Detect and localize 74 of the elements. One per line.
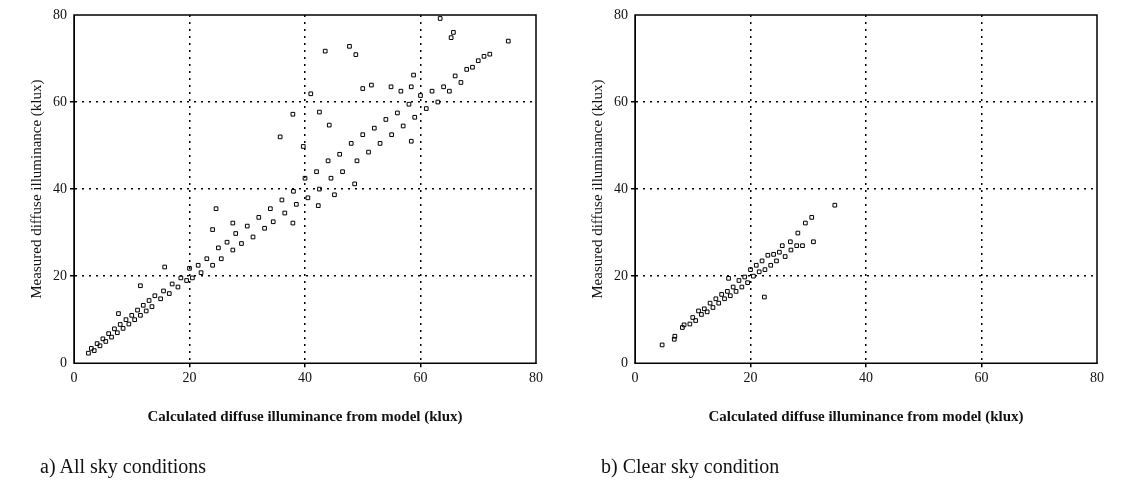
point xyxy=(719,292,724,297)
point xyxy=(742,274,748,280)
point xyxy=(713,296,719,302)
point xyxy=(759,258,765,264)
point xyxy=(699,312,704,317)
point xyxy=(811,239,816,245)
point xyxy=(739,284,745,290)
point xyxy=(733,289,739,294)
point xyxy=(777,249,782,255)
point xyxy=(725,289,730,294)
point xyxy=(788,247,794,253)
point xyxy=(659,342,665,348)
point xyxy=(748,267,753,272)
y-tick-label: 0 xyxy=(621,354,628,370)
y-axis-title: Measured diffuse illuminance (klux) xyxy=(27,79,45,299)
x-tick-label: 60 xyxy=(974,370,989,386)
point xyxy=(690,315,696,320)
x-axis-title: Calculated diffuse illuminance from model (klux) xyxy=(147,407,463,425)
point xyxy=(762,294,767,300)
x-tick-label: 20 xyxy=(743,370,758,386)
x-tick-label: 20 xyxy=(182,370,197,386)
point xyxy=(745,280,750,286)
point xyxy=(803,220,808,226)
point xyxy=(727,293,733,299)
y-tick-label: 20 xyxy=(53,267,67,283)
point xyxy=(707,300,713,306)
text: b) Clear sky condition xyxy=(601,455,780,478)
y-tick-label: 40 xyxy=(614,180,628,196)
point xyxy=(710,305,716,310)
point xyxy=(736,278,742,283)
x-axis-title: Calculated diffuse illuminance from model (klux) xyxy=(708,407,1024,425)
text: a) All sky conditions xyxy=(40,455,207,478)
point xyxy=(774,258,779,264)
point xyxy=(696,308,701,314)
point xyxy=(809,215,815,220)
y-tick-label: 80 xyxy=(53,6,67,22)
x-tick-label: 0 xyxy=(70,370,78,386)
point xyxy=(782,254,788,259)
y-tick-label: 80 xyxy=(614,6,628,22)
point xyxy=(716,300,722,306)
point xyxy=(687,321,693,327)
point xyxy=(794,243,800,249)
point xyxy=(726,275,731,281)
point xyxy=(751,273,756,279)
x-tick-label: 40 xyxy=(859,370,873,386)
y-tick-label: 20 xyxy=(614,267,628,283)
point xyxy=(693,318,698,323)
point xyxy=(680,325,685,330)
point xyxy=(681,322,687,328)
point xyxy=(768,262,774,268)
point xyxy=(800,243,805,249)
point xyxy=(756,269,762,275)
point xyxy=(788,239,793,245)
y-tick-label: 40 xyxy=(53,180,67,196)
x-tick-label: 60 xyxy=(413,370,428,386)
point xyxy=(765,252,771,258)
point xyxy=(730,284,736,290)
point xyxy=(795,230,801,236)
x-tick-label: 80 xyxy=(529,370,543,386)
x-tick-label: 40 xyxy=(298,370,312,386)
x-tick-label: 0 xyxy=(631,370,639,386)
y-tick-label: 60 xyxy=(53,93,67,109)
point xyxy=(779,243,785,249)
point xyxy=(762,267,768,272)
point xyxy=(722,296,727,302)
point xyxy=(704,309,710,315)
point xyxy=(701,306,707,312)
y-tick-label: 60 xyxy=(614,93,628,109)
point xyxy=(832,202,838,208)
point xyxy=(771,252,776,257)
y-axis-title: Measured diffuse illuminance (klux) xyxy=(588,79,606,299)
point xyxy=(753,262,759,268)
y-tick-label: 0 xyxy=(60,354,67,370)
x-tick-label: 80 xyxy=(1090,370,1104,386)
